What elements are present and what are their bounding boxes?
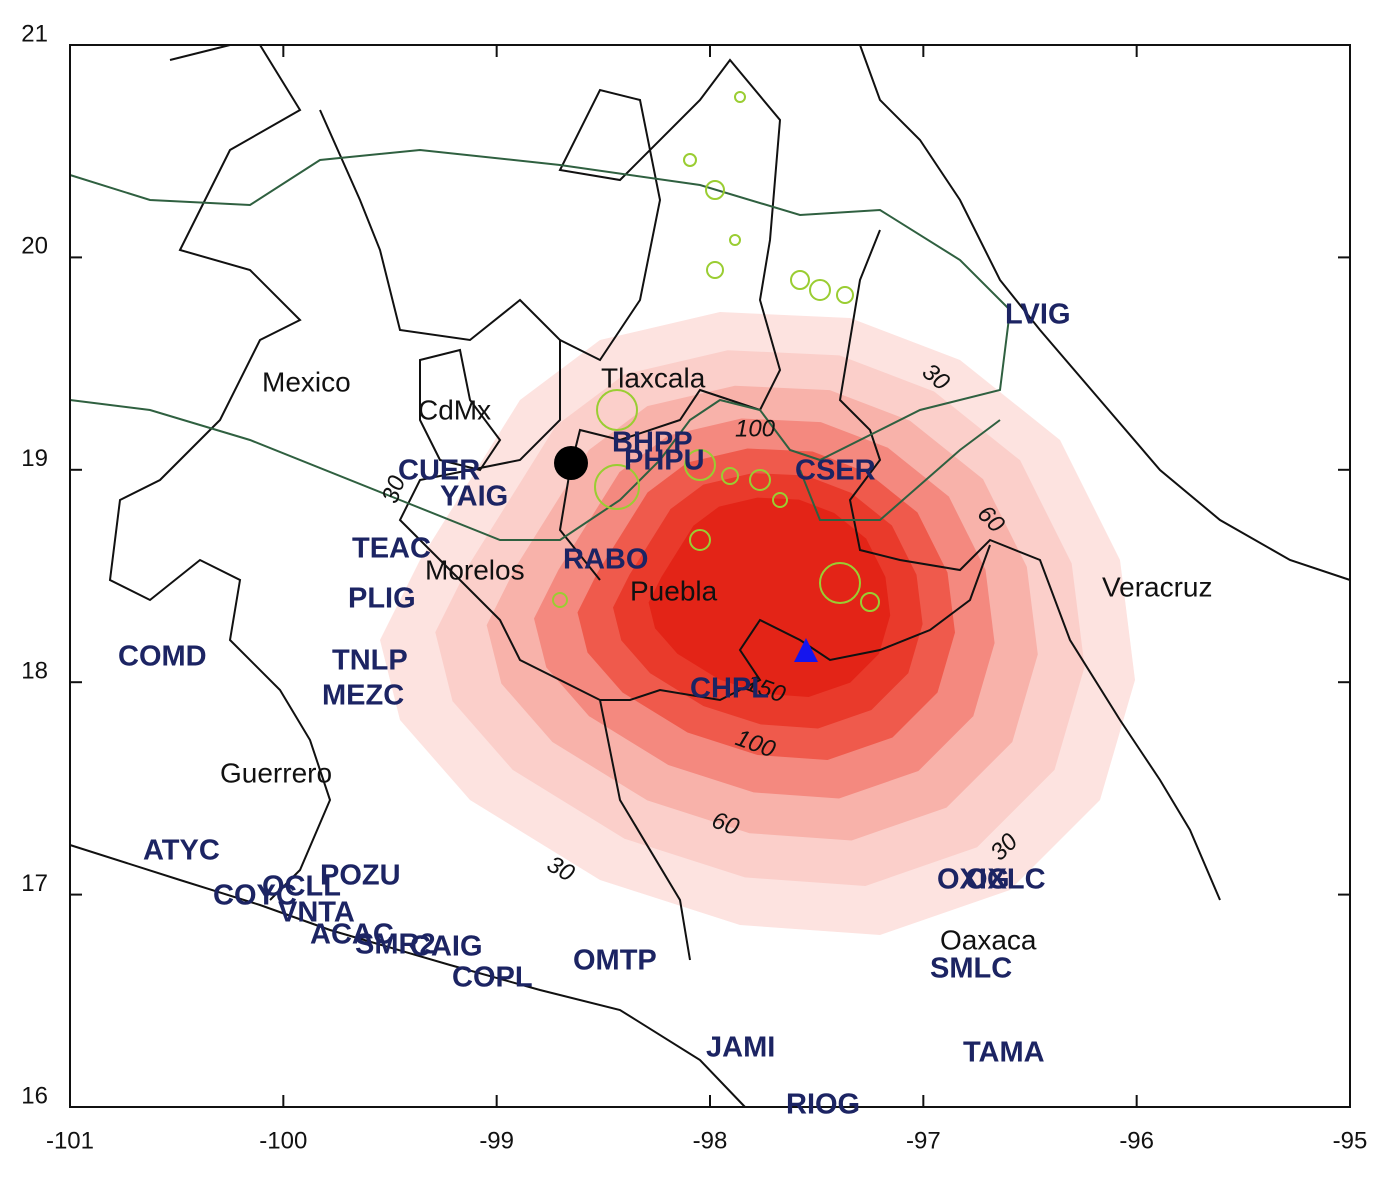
station-label: COYC — [213, 880, 297, 912]
station-label: LVIG — [1005, 299, 1071, 331]
station-label: TAMA — [963, 1037, 1045, 1069]
station-label: CSER — [795, 455, 876, 487]
line — [799, 419, 1001, 521]
station-label: MEZC — [322, 680, 404, 712]
x-tick-label: -95 — [1333, 1127, 1368, 1154]
station-marker — [794, 638, 818, 662]
station-label: TNLP — [332, 645, 408, 677]
x-tick-label: -101 — [46, 1127, 94, 1154]
y-tick-label: 21 — [21, 20, 48, 47]
border — [419, 348, 502, 472]
region-label: Mexico — [262, 366, 351, 397]
region-label: CdMx — [418, 394, 491, 425]
station-label: OMTP — [573, 945, 657, 977]
border — [859, 44, 1351, 581]
station-label: BHPP — [612, 427, 693, 459]
region-label: Puebla — [630, 575, 718, 606]
border — [838, 229, 1221, 901]
station-label: RABO — [563, 544, 648, 576]
border — [558, 58, 782, 581]
station-label: YAIG — [440, 481, 508, 513]
border — [600, 544, 991, 702]
y-tick-label: 16 — [21, 1082, 48, 1109]
region-label: Oaxaca — [940, 924, 1037, 955]
station-label: OXLC — [965, 864, 1046, 896]
x-tick-label: -99 — [479, 1127, 514, 1154]
border — [108, 44, 332, 901]
station-label: SMLC — [930, 953, 1012, 985]
station-label: ATYC — [143, 835, 220, 867]
epicenter — [554, 446, 588, 480]
station-label: VNTA — [278, 897, 355, 929]
station-label: COPL — [452, 962, 533, 994]
station-label: SMR2 — [355, 929, 436, 961]
y-tick-label: 17 — [21, 870, 48, 897]
station-label: CUER — [398, 455, 480, 487]
intensity-bands — [380, 312, 1135, 935]
region-label: Tlaxcala — [601, 362, 706, 393]
green-lines — [69, 148, 1012, 541]
station-label: COMD — [118, 641, 207, 673]
region-label: Morelos — [425, 554, 525, 585]
events — [552, 91, 880, 612]
region-label: Guerrero — [220, 757, 332, 788]
station-label: PHPU — [624, 445, 705, 477]
station-label: RIOG — [786, 1089, 860, 1121]
station-label: JAMI — [706, 1032, 775, 1064]
x-tick-label: -96 — [1119, 1127, 1154, 1154]
station-label: TEAC — [352, 533, 431, 565]
state-borders — [69, 44, 1351, 1108]
station-label: CAIG — [410, 931, 483, 963]
coastline — [69, 844, 746, 1108]
line — [69, 399, 641, 541]
x-tick-label: -100 — [259, 1127, 307, 1154]
y-tick-label: 19 — [21, 445, 48, 472]
station-label: OXIG — [937, 864, 1010, 896]
x-tick-label: -98 — [693, 1127, 728, 1154]
line — [69, 148, 1012, 481]
station-label: ACAC — [310, 919, 394, 951]
station-label: POZU — [320, 860, 401, 892]
station-label: CHPL — [690, 673, 769, 705]
station-label: OCLL — [262, 871, 341, 903]
band — [648, 497, 891, 697]
region-label: Veracruz — [1102, 571, 1213, 602]
contour-label: 100 — [735, 415, 776, 442]
x-tick-label: -97 — [906, 1127, 941, 1154]
station-label: PLIG — [348, 583, 416, 615]
y-tick-label: 18 — [21, 658, 48, 685]
y-tick-label: 20 — [21, 233, 48, 260]
